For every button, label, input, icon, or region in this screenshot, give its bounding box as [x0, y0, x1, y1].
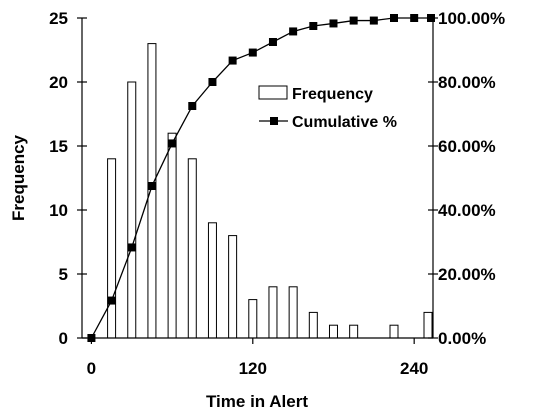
cumulative-marker	[248, 48, 257, 57]
right-tick-label: 80.00%	[438, 73, 496, 92]
right-tick-label: 100.00%	[438, 9, 505, 28]
right-axis-ticks: 0.00% 20.00% 40.00% 60.00% 80.00% 100.00%	[428, 9, 505, 348]
left-tick-label: 5	[59, 265, 68, 284]
right-tick-label: 0.00%	[438, 329, 486, 348]
left-tick-label: 0	[59, 329, 68, 348]
legend-frequency-swatch	[258, 85, 288, 100]
x-tick-label: 0	[87, 359, 96, 378]
y-axis-title: Frequency	[9, 134, 28, 221]
legend-cumulative-marker	[270, 117, 278, 125]
left-tick-label: 10	[49, 201, 68, 220]
frequency-bar	[147, 43, 157, 339]
frequency-bars	[107, 43, 433, 339]
frequency-bar	[389, 324, 399, 339]
frequency-bar	[248, 299, 258, 339]
left-tick-label: 20	[49, 73, 68, 92]
frequency-bar	[127, 81, 137, 339]
cumulative-marker	[349, 16, 358, 25]
cumulative-marker	[188, 102, 197, 110]
x-tick-label: 240	[400, 359, 428, 378]
cumulative-marker	[410, 14, 419, 22]
frequency-bar	[207, 222, 217, 339]
frequency-bar	[187, 158, 197, 339]
cumulative-marker	[268, 38, 277, 46]
left-tick-label: 15	[49, 137, 68, 156]
cumulative-marker	[228, 56, 237, 65]
left-axis-ticks: 0 5 10 15 20 25	[49, 9, 87, 348]
cumulative-marker	[127, 243, 136, 252]
cumulative-marker	[107, 296, 116, 305]
left-tick-label: 25	[49, 9, 68, 28]
frequency-bar	[423, 311, 433, 339]
cumulative-marker	[390, 14, 398, 22]
cumulative-marker	[208, 78, 217, 86]
frequency-bar	[328, 324, 338, 339]
frequency-bar	[308, 311, 318, 339]
frequency-bar	[167, 132, 177, 339]
frequency-bar	[268, 286, 278, 339]
cumulative-line-group	[87, 14, 435, 342]
legend-cumulative-label: Cumulative %	[292, 114, 397, 131]
legend-frequency-label: Frequency	[292, 86, 373, 103]
cumulative-marker	[309, 22, 318, 30]
cumulative-line	[90, 17, 431, 339]
cumulative-marker	[289, 27, 298, 36]
right-tick-label: 20.00%	[438, 265, 496, 284]
frequency-bar	[228, 235, 238, 339]
frequency-bar	[349, 324, 359, 339]
right-tick-label: 60.00%	[438, 137, 496, 156]
cumulative-marker	[329, 19, 338, 28]
right-tick-label: 40.00%	[438, 201, 496, 220]
frequency-bar	[288, 286, 298, 339]
x-axis-title: Time in Alert	[206, 392, 308, 411]
x-tick-label: 120	[239, 359, 267, 378]
cumulative-marker	[369, 16, 378, 25]
cumulative-marker	[147, 182, 156, 190]
frequency-bar	[107, 158, 117, 339]
legend: Frequency Cumulative %	[258, 85, 397, 131]
x-axis-ticks: 0 120 240	[87, 338, 428, 378]
cumulative-marker	[168, 139, 177, 148]
